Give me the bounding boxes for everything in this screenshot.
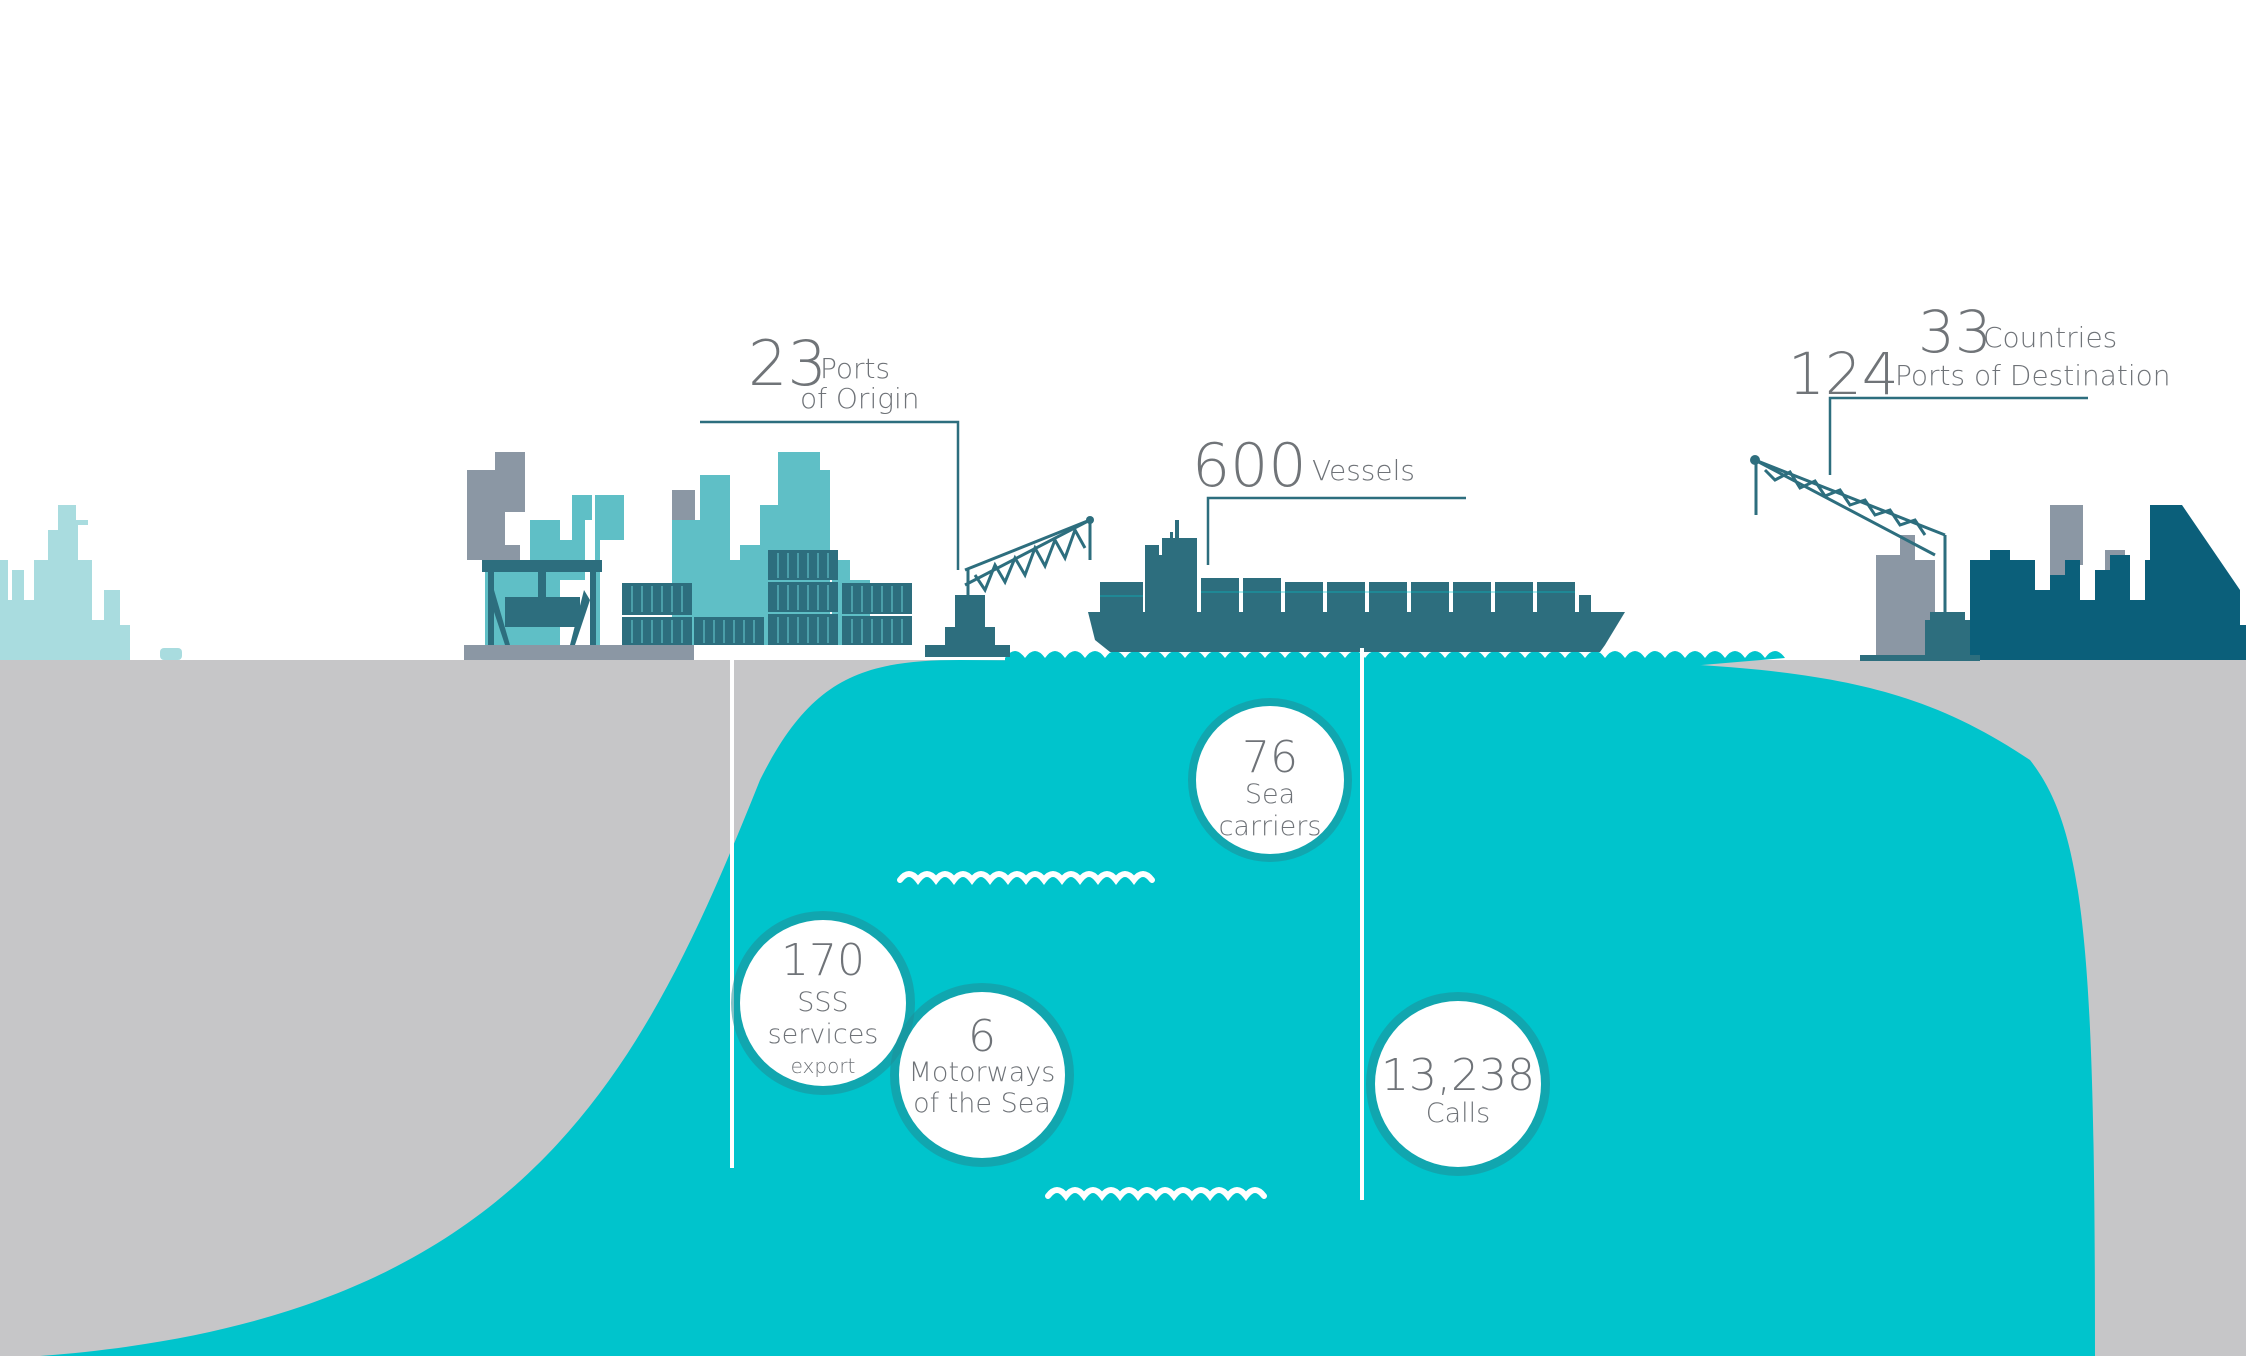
vessels-label-text: Vessels bbox=[1312, 454, 1415, 487]
origin-label-line2: of Origin bbox=[800, 382, 920, 415]
motorways-line2: of the Sea bbox=[913, 1088, 1051, 1119]
sss-services-line2: services bbox=[768, 1019, 879, 1050]
vessels-label: 600 Vessels bbox=[1192, 431, 1415, 501]
sea-carriers-number: 76 bbox=[1242, 732, 1298, 783]
sss-services-number: 170 bbox=[781, 935, 865, 986]
container-terminal-icon bbox=[464, 452, 912, 660]
port-crane-icon bbox=[964, 518, 1092, 600]
city-skyline-icon bbox=[0, 505, 182, 660]
vessels-number: 600 bbox=[1192, 431, 1307, 501]
sss-services-line3: export bbox=[791, 1054, 856, 1078]
container-ship-icon bbox=[1088, 520, 1625, 652]
ship-containers bbox=[1100, 578, 1591, 612]
destination-port-icon bbox=[1750, 455, 2246, 661]
stat-circle-calls: 13,238 Calls bbox=[1366, 992, 1550, 1176]
stat-circle-sea-carriers: 76 Sea carriers bbox=[1188, 698, 1352, 862]
stat-circle-motorways: 6 Motorways of the Sea bbox=[890, 983, 1074, 1167]
origin-number: 23 bbox=[748, 327, 827, 400]
motorways-number: 6 bbox=[968, 1011, 996, 1062]
sss-services-line1: SSS bbox=[797, 987, 848, 1018]
guide-lines bbox=[730, 648, 1364, 1200]
ports-destination-number: 124 bbox=[1788, 340, 1899, 408]
port-crane-base bbox=[925, 516, 1094, 657]
sea-carriers-line2: carriers bbox=[1219, 811, 1322, 842]
destination-label: 33 Countries 124 Ports of Destination bbox=[1788, 298, 2171, 408]
sea-carriers-line1: Sea bbox=[1245, 779, 1295, 810]
motorways-line1: Motorways bbox=[909, 1057, 1056, 1088]
origin-label: 23 Ports of Origin bbox=[748, 327, 920, 415]
origin-label-line1: Ports bbox=[820, 352, 890, 385]
ports-destination-label: Ports of Destination bbox=[1895, 359, 2171, 392]
surface-waves bbox=[1005, 651, 1785, 666]
label-leader-lines bbox=[700, 396, 2088, 570]
countries-label: Countries bbox=[1983, 321, 2117, 354]
stat-circle-sss-services: 170 SSS services export bbox=[731, 911, 915, 1095]
calls-number: 13,238 bbox=[1381, 1050, 1535, 1101]
sea-wave bbox=[40, 660, 2095, 1356]
calls-line1: Calls bbox=[1426, 1098, 1490, 1129]
sea-decor-waves bbox=[897, 871, 1267, 1201]
countries-number: 33 bbox=[1918, 298, 1992, 366]
